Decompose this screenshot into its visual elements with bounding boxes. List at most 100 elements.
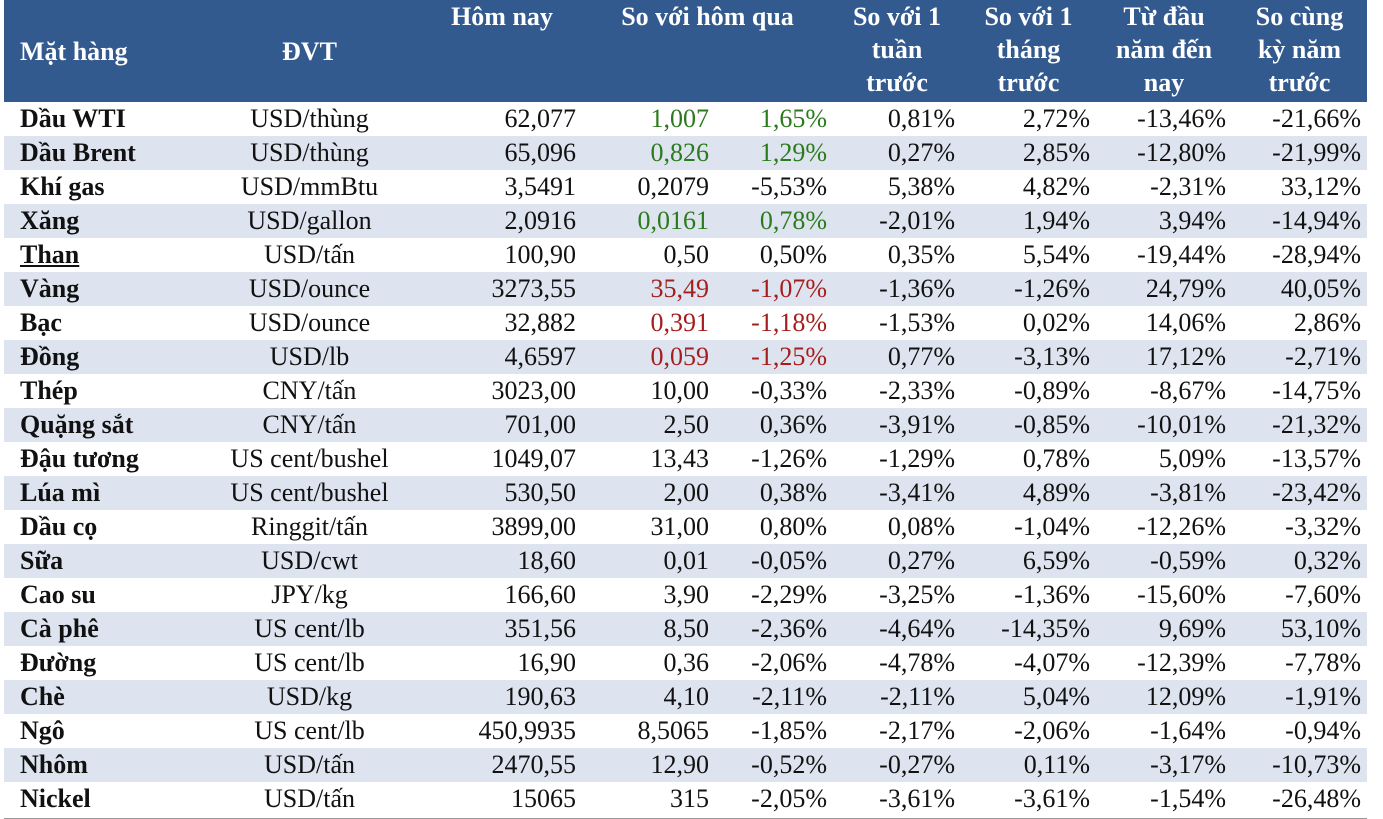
cell-vs-month: 0,78% — [1022, 444, 1090, 473]
cell-change-pct: 1,29% — [715, 136, 833, 170]
cell-change-pct: -1,85% — [751, 716, 827, 745]
cell-change: 3,90 — [663, 580, 710, 609]
cell-item: Dầu cọ — [20, 512, 98, 541]
cell-ytd: 5,09% — [1158, 444, 1226, 473]
cell-yoy: -3,32% — [1285, 512, 1361, 541]
cell-yoy: 2,86% — [1293, 308, 1361, 337]
header-item: Mặt hàng — [4, 0, 197, 102]
cell-unit: USD/thùng — [250, 104, 369, 133]
cell-yoy: 33,12% — [1280, 172, 1361, 201]
cell-vs-month: -2,06% — [1014, 716, 1090, 745]
cell-ytd: -12,26% — [1137, 512, 1226, 541]
cell-unit: CNY/tấn — [197, 408, 422, 442]
cell-change-pct: -2,05% — [751, 784, 827, 813]
cell-item: Chè — [4, 680, 197, 714]
table-header: Mặt hàng ĐVT Hôm nay So với hôm qua So v… — [4, 0, 1367, 102]
cell-vs-week: 0,77% — [833, 340, 961, 374]
header-vs-week: So với 1 tuần trước — [833, 0, 961, 102]
cell-change-pct: -1,25% — [715, 340, 833, 374]
cell-change: 315 — [670, 784, 709, 813]
cell-today: 1049,07 — [491, 444, 577, 473]
header-vs-month-line1: So với 1 — [984, 2, 1073, 31]
cell-vs-week: -2,17% — [879, 716, 955, 745]
cell-item: Đồng — [4, 340, 197, 374]
cell-unit: USD/kg — [197, 680, 422, 714]
cell-change: 31,00 — [650, 512, 710, 541]
cell-yoy: -14,94% — [1232, 204, 1367, 238]
cell-ytd: -19,44% — [1137, 240, 1226, 269]
cell-item: Lúa mì — [4, 476, 197, 510]
table-row: Ngô US cent/lb 450,9935 8,5065 -1,85% -2… — [4, 714, 1367, 748]
cell-vs-week: -2,01% — [833, 204, 961, 238]
table-row: Đường US cent/lb 16,90 0,36 -2,06% -4,78… — [4, 646, 1367, 680]
header-vs-week-line2: tuần — [871, 35, 923, 64]
cell-yoy: -28,94% — [1272, 240, 1361, 269]
cell-unit: US cent/lb — [254, 648, 365, 677]
cell-vs-month: -0,89% — [1014, 376, 1090, 405]
cell-vs-week: -1,29% — [879, 444, 955, 473]
cell-unit: USD/tấn — [264, 784, 355, 813]
cell-vs-week: -1,53% — [879, 308, 955, 337]
cell-vs-week: 0,81% — [887, 104, 955, 133]
table-row: Than USD/tấn 100,90 0,50 0,50% 0,35% 5,5… — [4, 238, 1367, 272]
cell-item[interactable]: Than — [4, 238, 197, 272]
cell-yoy: -26,48% — [1272, 784, 1361, 813]
cell-today: 166,60 — [504, 580, 577, 609]
cell-unit: CNY/tấn — [262, 376, 357, 405]
header-yoy-line3: trước — [1268, 68, 1331, 97]
cell-vs-month: -3,61% — [1014, 784, 1090, 813]
cell-unit: USD/tấn — [264, 240, 355, 269]
cell-ytd: -12,80% — [1096, 136, 1232, 170]
cell-item: Cà phê — [4, 612, 197, 646]
cell-ytd: -8,67% — [1150, 376, 1226, 405]
table-row: Sữa USD/cwt 18,60 0,01 -0,05% 0,27% 6,59… — [4, 544, 1367, 578]
header-today: Hôm nay — [422, 0, 582, 102]
cell-unit: US cent/lb — [254, 716, 365, 745]
cell-today: 62,077 — [504, 104, 577, 133]
cell-vs-month: 2,72% — [1022, 104, 1090, 133]
cell-change: 0,0161 — [582, 204, 715, 238]
cell-unit: US cent/bushel — [197, 476, 422, 510]
cell-today: 530,50 — [422, 476, 582, 510]
cell-change-pct: -0,52% — [715, 748, 833, 782]
link-item-than[interactable]: Than — [20, 240, 80, 269]
header-ytd-line3: nay — [1143, 68, 1185, 97]
header-yoy-line1: So cùng — [1255, 2, 1344, 31]
cell-ytd: -3,17% — [1096, 748, 1232, 782]
cell-change-pct: 0,78% — [715, 204, 833, 238]
cell-change: 0,059 — [582, 340, 715, 374]
cell-today: 3273,55 — [422, 272, 582, 306]
cell-vs-week: 0,27% — [833, 544, 961, 578]
cell-vs-week: -0,27% — [833, 748, 961, 782]
commodity-price-table: Mặt hàng ĐVT Hôm nay So với hôm qua So v… — [4, 0, 1367, 816]
cell-item: Dầu WTI — [20, 104, 126, 133]
cell-today: 701,00 — [422, 408, 582, 442]
cell-today: 16,90 — [517, 648, 577, 677]
cell-yoy: -7,78% — [1285, 648, 1361, 677]
cell-vs-month: -1,04% — [1014, 512, 1090, 541]
cell-change: 13,43 — [650, 444, 710, 473]
cell-yoy: -21,32% — [1232, 408, 1367, 442]
cell-vs-week: -3,61% — [879, 784, 955, 813]
cell-change-pct: -1,26% — [751, 444, 827, 473]
cell-change: 0,50 — [663, 240, 710, 269]
cell-ytd: -0,59% — [1096, 544, 1232, 578]
cell-yoy: -10,73% — [1232, 748, 1367, 782]
cell-change: 12,90 — [582, 748, 715, 782]
cell-vs-month: 0,11% — [961, 748, 1096, 782]
cell-change-pct: -0,33% — [751, 376, 827, 405]
cell-ytd: 12,09% — [1096, 680, 1232, 714]
cell-vs-week: 0,35% — [887, 240, 955, 269]
cell-change: 10,00 — [650, 376, 710, 405]
cell-unit: JPY/kg — [271, 580, 348, 609]
cell-today: 18,60 — [422, 544, 582, 578]
cell-change: 4,10 — [582, 680, 715, 714]
cell-vs-month: -4,07% — [1014, 648, 1090, 677]
cell-vs-month: 4,89% — [961, 476, 1096, 510]
header-row: Mặt hàng ĐVT Hôm nay So với hôm qua So v… — [4, 0, 1367, 102]
cell-unit: USD/gallon — [197, 204, 422, 238]
cell-ytd: -3,81% — [1096, 476, 1232, 510]
cell-unit: US cent/bushel — [230, 444, 389, 473]
cell-vs-month: -1,36% — [1014, 580, 1090, 609]
cell-unit: USD/ounce — [197, 272, 422, 306]
